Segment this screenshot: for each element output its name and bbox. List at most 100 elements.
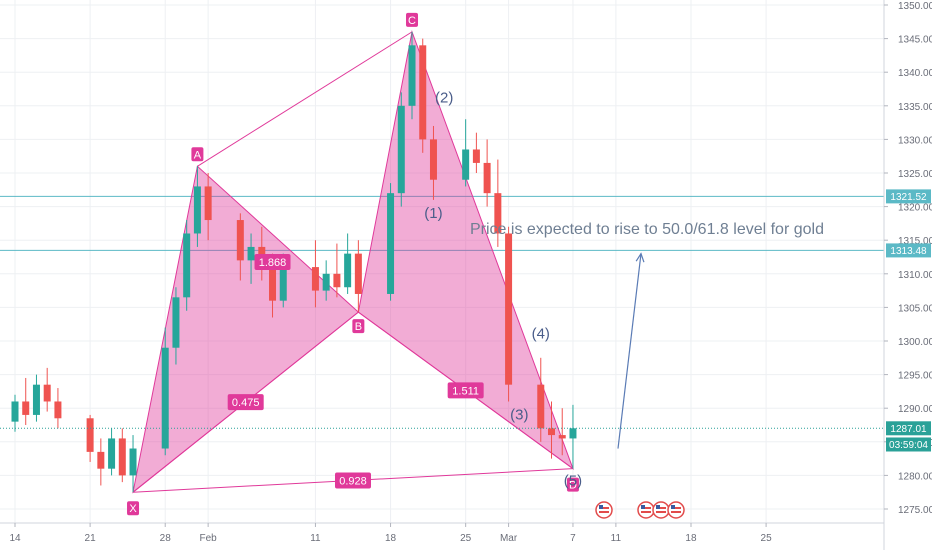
candle [548, 401, 555, 459]
candle-body [43, 384, 51, 402]
candle-body [269, 267, 277, 301]
wave-label: (2) [435, 89, 453, 106]
y-tick-label: 1315.00 [898, 236, 932, 247]
price-badge: 03:59:04 [886, 437, 931, 452]
y-tick-label: 1325.00 [898, 169, 932, 180]
candle [11, 394, 19, 432]
candle-body [483, 162, 491, 194]
candle [108, 428, 116, 476]
y-tick-label: 1275.00 [898, 505, 932, 516]
candle [472, 132, 480, 173]
y-tick-label: 1295.00 [898, 371, 932, 382]
candle [86, 414, 94, 462]
chart-overlays: X A B C D 1.868 0.475 1.511 0.928 (1) (2) (3) (4) (5)… [127, 12, 824, 516]
candle [247, 233, 255, 284]
candle-body [22, 401, 30, 415]
price-badge: 1313.48 [886, 243, 931, 258]
candle-body [183, 233, 191, 298]
candle-body [118, 438, 126, 476]
price-badge-text: 1321.52 [890, 192, 927, 203]
ratio-text: 0.928 [339, 475, 367, 487]
ratio-text: 0.475 [232, 397, 260, 409]
candle-body [279, 267, 287, 301]
pattern-point-label: X [127, 501, 140, 516]
y-tick-label: 1345.00 [898, 35, 932, 46]
candle [236, 213, 244, 281]
x-tick-label: 11 [310, 533, 321, 544]
point-label-box [352, 319, 365, 334]
candle-body [429, 139, 437, 180]
y-tick-label: 1320.00 [898, 203, 932, 214]
point-label-box [191, 147, 204, 162]
candle-body [537, 384, 545, 429]
candle [22, 377, 30, 425]
projection-arrow-head [635, 252, 645, 263]
point-label-text: D [569, 480, 577, 492]
candle [333, 243, 341, 298]
point-label-text: A [194, 149, 202, 161]
flag-stripe [641, 511, 651, 513]
price-badge-box [886, 421, 931, 436]
x-tick-label: 21 [85, 533, 97, 544]
candle [161, 327, 169, 456]
candles [11, 31, 577, 493]
point-label-box [566, 477, 579, 492]
candle [32, 374, 40, 422]
candle-body [419, 45, 427, 140]
grid [0, 0, 884, 523]
candle-body [236, 220, 244, 261]
flag-stripe [656, 507, 666, 509]
ratio-box [334, 472, 371, 489]
flag-canton [599, 505, 603, 509]
us-flag-icon [595, 501, 613, 519]
candle-body [494, 193, 502, 234]
candle [118, 428, 126, 483]
candle [494, 159, 502, 247]
candle-body [387, 193, 395, 294]
candle-body [548, 428, 555, 436]
candle-body [462, 149, 470, 180]
candle-body [408, 45, 416, 106]
candle-body [247, 246, 255, 261]
projection-arrow [617, 253, 642, 449]
y-tick-label: 1290.00 [898, 404, 932, 415]
price-badge-box [886, 189, 931, 204]
candle [354, 240, 362, 313]
candle-body [344, 253, 352, 288]
x-tick-label: 18 [685, 533, 697, 544]
candle-body [569, 428, 577, 439]
candle [387, 183, 395, 301]
point-label-text: B [355, 321, 362, 333]
x-tick-label: 28 [160, 533, 172, 544]
candle-body [505, 233, 513, 385]
y-tick-label: 1300.00 [898, 337, 932, 348]
flag-canton [656, 505, 660, 509]
flag-canton [641, 505, 645, 509]
y-tick-label: 1350.00 [898, 1, 932, 12]
ratio-box [254, 254, 291, 271]
ratio-label: 0.475 [227, 394, 264, 411]
candle-body [161, 347, 169, 449]
flag-ring [652, 501, 670, 519]
candle [129, 435, 137, 493]
flag-stripe [599, 507, 609, 509]
candle-body [32, 384, 40, 415]
y-tick-label: 1340.00 [898, 68, 932, 79]
y-tick-label: 1310.00 [898, 270, 932, 281]
flag-stripe [671, 511, 681, 513]
annotation-text: Price is expected to rise to 50.0/61.8 l… [470, 221, 824, 238]
x-tick-label: Feb [200, 533, 218, 544]
candle-body [311, 267, 319, 291]
x-tick-label: Mar [500, 533, 518, 544]
candle [397, 92, 405, 207]
candle [322, 260, 330, 301]
point-label-text: X [129, 503, 137, 515]
pattern-point-label: C [406, 12, 419, 27]
x-tick-label: 18 [385, 533, 397, 544]
candle [408, 31, 416, 120]
pattern-point-label: D [566, 477, 579, 492]
flag-stripe [671, 507, 681, 509]
candle-body [129, 448, 137, 476]
